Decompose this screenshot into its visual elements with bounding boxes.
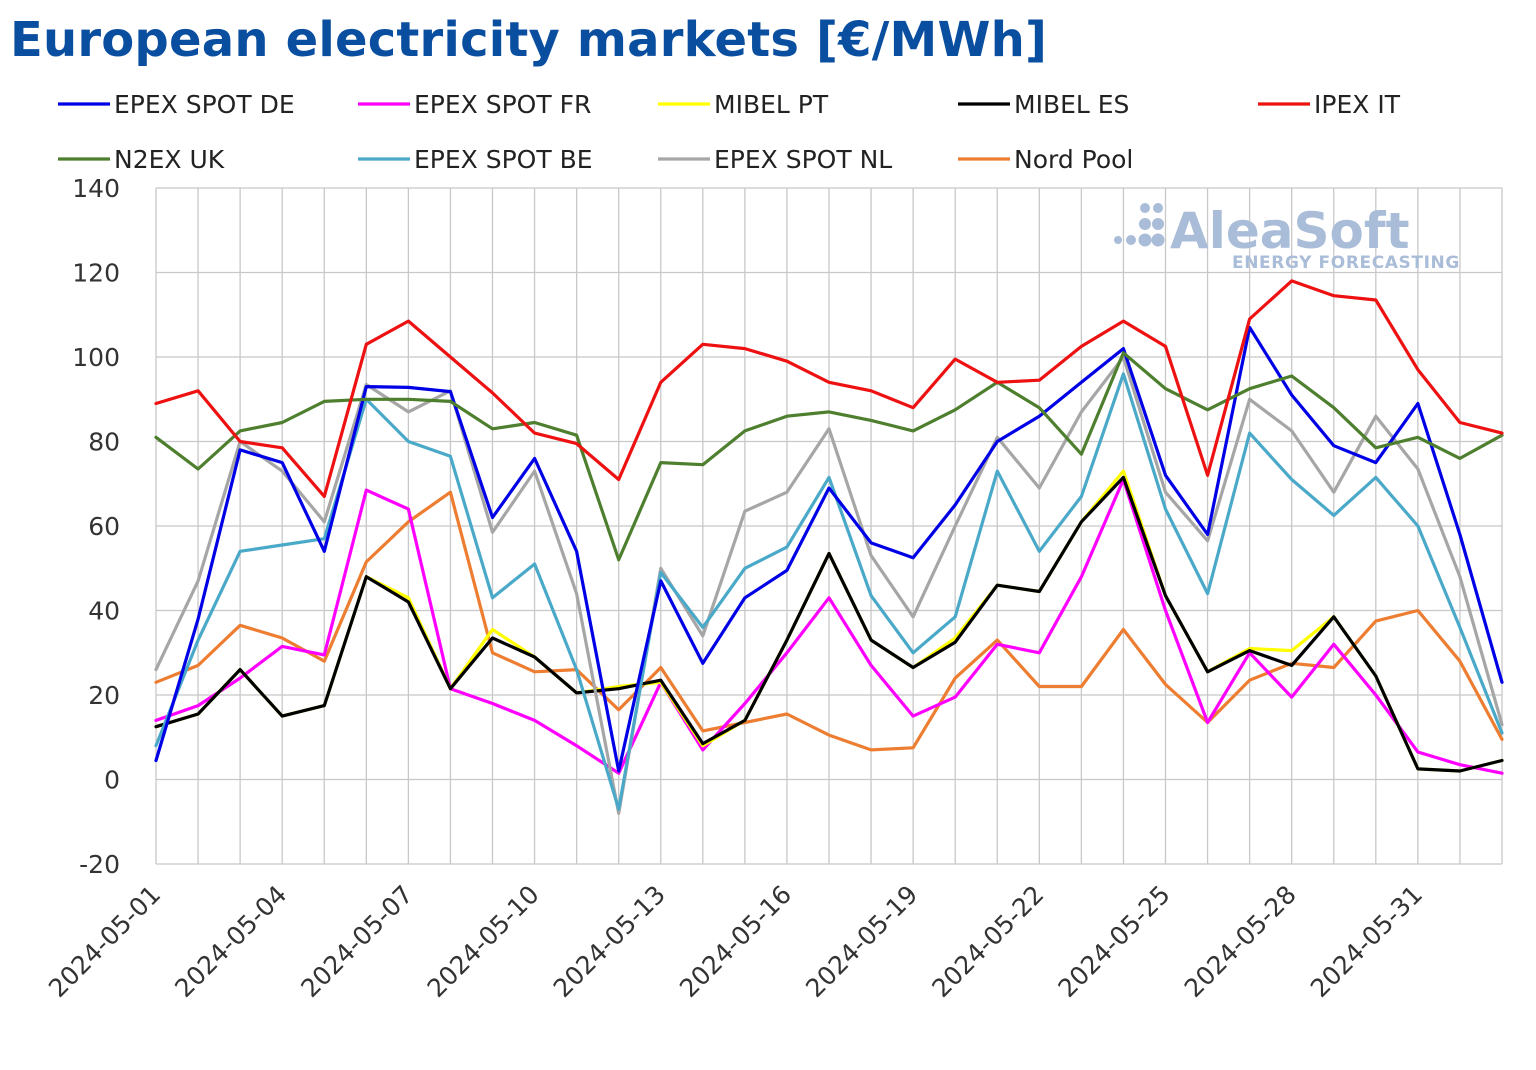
y-tick-label: 120 xyxy=(72,259,120,288)
grid-lines xyxy=(155,187,1503,865)
x-tick-label: 2024-05-16 xyxy=(674,880,797,1003)
series-line-epex-spot-de xyxy=(154,325,1504,773)
y-tick-label: -20 xyxy=(79,850,120,879)
x-tick-label: 2024-05-31 xyxy=(1305,880,1428,1003)
watermark-tagline: ENERGY FORECASTING xyxy=(1232,253,1460,273)
series-line-epex-spot-nl xyxy=(154,355,1504,815)
series-line-nord-pool xyxy=(154,490,1504,752)
x-tick-label: 2024-05-22 xyxy=(926,880,1049,1003)
legend-label: MIBEL PT xyxy=(714,90,829,119)
x-tick-label: 2024-05-04 xyxy=(169,880,292,1003)
legend-label: N2EX UK xyxy=(114,145,225,174)
legend-label: Nord Pool xyxy=(1014,145,1133,174)
x-tick-label: 2024-05-25 xyxy=(1052,880,1175,1003)
y-axis-tick-labels: -20 0 20 40 60 80 100 120 140 xyxy=(72,174,120,879)
x-axis-tick-labels: 2024-05-01 2024-05-04 2024-05-07 2024-05-10… xyxy=(43,880,1428,1003)
y-tick-label: 60 xyxy=(88,512,120,541)
legend-label: EPEX SPOT FR xyxy=(414,90,591,119)
legend-label: EPEX SPOT NL xyxy=(714,145,892,174)
x-tick-label: 2024-05-19 xyxy=(800,880,923,1003)
legend-label: IPEX IT xyxy=(1314,90,1401,119)
y-tick-label: 0 xyxy=(104,766,120,795)
series-line-ipex-it xyxy=(154,279,1504,498)
chart-title: European electricity markets [€/MWh] xyxy=(10,12,1048,68)
aleasoft-watermark: AleaSoft ENERGY FORECASTING xyxy=(1114,202,1460,273)
legend: EPEX SPOT DE EPEX SPOT FR MIBEL PT MIBEL ES… xyxy=(58,90,1401,174)
legend-label: EPEX SPOT BE xyxy=(414,145,593,174)
series-line-n2ex-uk xyxy=(154,351,1504,562)
legend-label: MIBEL ES xyxy=(1014,90,1129,119)
aleasoft-logo-dots-icon xyxy=(1114,203,1165,247)
y-tick-label: 100 xyxy=(72,343,120,372)
y-tick-label: 80 xyxy=(88,428,120,457)
y-tick-label: 20 xyxy=(88,681,120,710)
y-tick-label: 40 xyxy=(88,597,120,626)
series-line-epex-spot-be xyxy=(154,372,1504,811)
watermark-brand: AleaSoft xyxy=(1170,202,1410,260)
x-tick-label: 2024-05-10 xyxy=(422,880,545,1003)
x-tick-label: 2024-05-01 xyxy=(43,880,166,1003)
y-tick-label: 140 xyxy=(72,174,120,203)
chart-series xyxy=(154,279,1504,815)
x-tick-label: 2024-05-28 xyxy=(1179,880,1302,1003)
series-line-epex-spot-fr xyxy=(154,477,1504,775)
x-tick-label: 2024-05-13 xyxy=(548,880,671,1003)
legend-label: EPEX SPOT DE xyxy=(114,90,295,119)
x-tick-label: 2024-05-07 xyxy=(295,880,418,1003)
series-line-mibel-es xyxy=(154,475,1504,773)
